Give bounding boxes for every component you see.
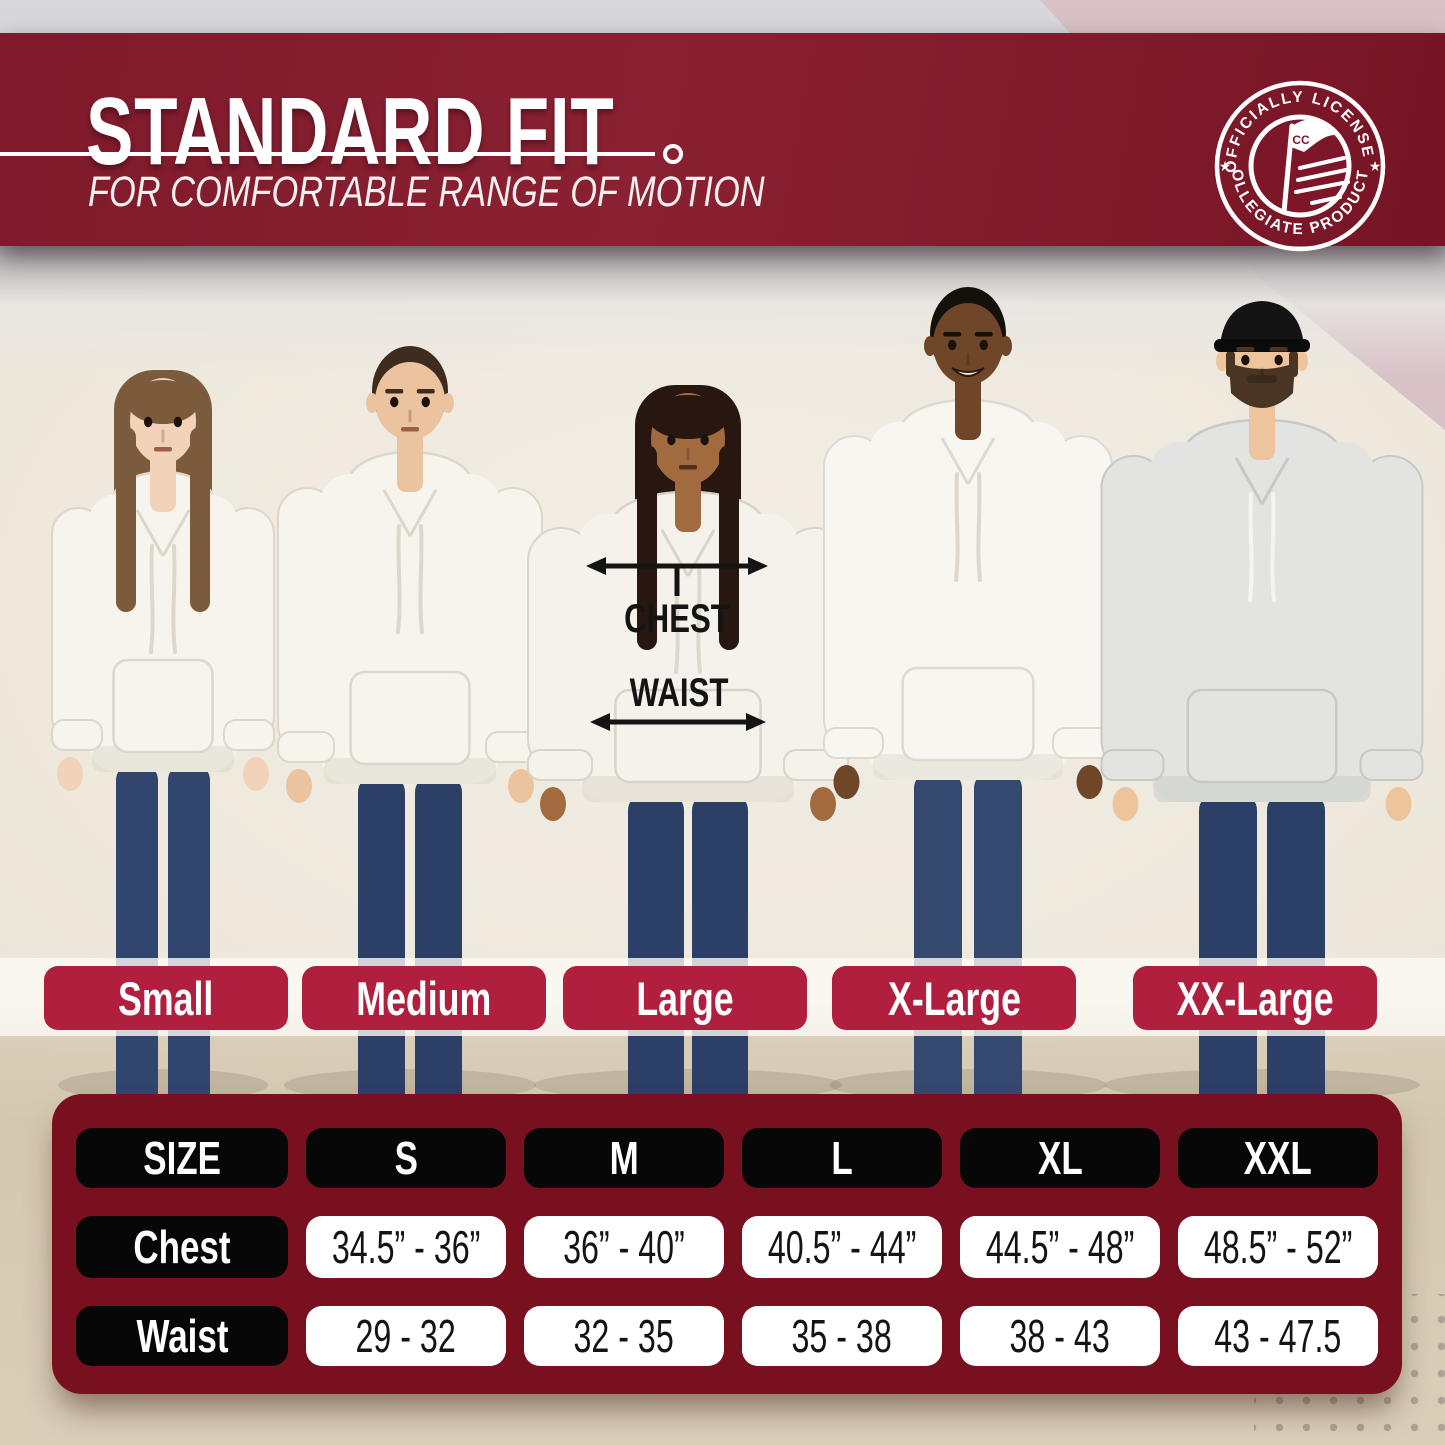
person-figure-large <box>527 385 849 1130</box>
size-table: SIZE S M L XL XXL Chest 34.5” - 36” 36” … <box>52 1094 1402 1394</box>
size-pill-medium: Medium <box>302 966 546 1030</box>
waist-value-xl: 38 - 43 <box>960 1306 1160 1366</box>
waist-value-s: 29 - 32 <box>306 1306 506 1366</box>
person-figure-medium <box>277 346 543 1130</box>
page-title: STANDARD FIT <box>86 78 615 185</box>
table-header-l: L <box>742 1128 942 1188</box>
page-subtitle: FOR COMFORTABLE RANGE OF MOTION <box>88 168 765 216</box>
badge-flag-initials: CC <box>1292 133 1310 147</box>
table-header-size: SIZE <box>76 1128 288 1188</box>
chest-value-xl: 44.5” - 48” <box>960 1216 1160 1278</box>
title-underline-dot <box>663 144 683 164</box>
waist-value-xxl: 43 - 47.5 <box>1178 1306 1378 1366</box>
chest-value-m: 36” - 40” <box>524 1216 724 1278</box>
waist-value-l: 35 - 38 <box>742 1306 942 1366</box>
badge-star-left-icon: ★ <box>1219 158 1232 174</box>
table-row-label-waist: Waist <box>76 1306 288 1366</box>
table-header-m: M <box>524 1128 724 1188</box>
chest-value-l: 40.5” - 44” <box>742 1216 942 1278</box>
size-pill-xx-large: XX-Large <box>1133 966 1377 1030</box>
table-header-xxl: XXL <box>1178 1128 1378 1188</box>
chest-value-xxl: 48.5” - 52” <box>1178 1216 1378 1278</box>
badge-star-right-icon: ★ <box>1369 158 1382 174</box>
table-header-xl: XL <box>960 1128 1160 1188</box>
waist-value-m: 32 - 35 <box>524 1306 724 1366</box>
title-underline <box>0 152 655 156</box>
person-figure-x-large <box>823 287 1113 1130</box>
chest-value-s: 34.5” - 36” <box>306 1216 506 1278</box>
header-banner: STANDARD FIT FOR COMFORTABLE RANGE OF MO… <box>0 33 1445 252</box>
officially-licensed-badge-icon: OFFICIALLY LICENSED COLLEGIATE PRODUCTS … <box>1214 80 1386 252</box>
person-figure-small <box>51 370 275 1130</box>
size-pill-small: Small <box>44 966 288 1030</box>
table-row-label-chest: Chest <box>76 1216 288 1278</box>
size-pill-x-large: X-Large <box>832 966 1076 1030</box>
table-header-s: S <box>306 1128 506 1188</box>
size-pill-large: Large <box>563 966 807 1030</box>
